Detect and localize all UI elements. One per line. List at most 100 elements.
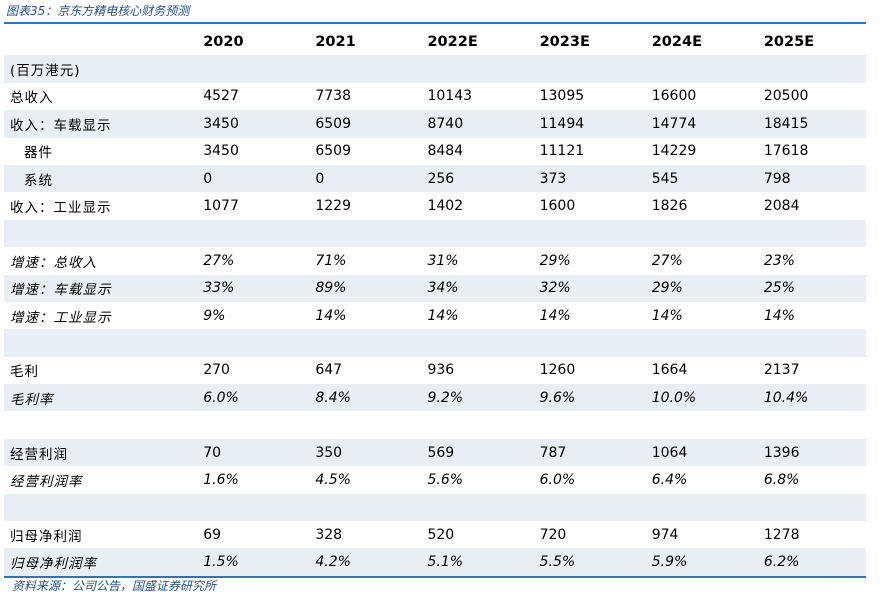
value-cell: 4527 — [203, 88, 239, 105]
table-row: 增速：总收入 27% 71% 31% 29% 27% 23% — [4, 247, 866, 274]
value-cell: 11494 — [529, 110, 642, 138]
value-cell: 545 — [641, 164, 754, 193]
value-cell: 1396 — [753, 438, 866, 467]
value-cell: 69 — [203, 526, 222, 543]
table-row: 经营利润 70 350 569 787 1064 1396 — [4, 438, 866, 467]
value-cell — [753, 55, 866, 83]
value-cell: 10143 — [427, 88, 473, 105]
row-label: 增速：总收入 — [10, 254, 97, 271]
value-cell — [642, 411, 754, 438]
table-row: 增速：工业显示 9% 14% 14% 14% 14% 14% — [4, 302, 866, 329]
value-cell: 10.0% — [641, 384, 754, 412]
header-row: 2020 2021 2022E 2023E 2024E 2025E — [4, 28, 866, 55]
value-cell: 17618 — [763, 143, 809, 160]
value-cell: 5.5% — [529, 548, 642, 576]
value-cell — [529, 329, 642, 357]
row-label: 总收入 — [10, 90, 54, 107]
table-row — [4, 493, 866, 522]
row-label — [4, 329, 194, 357]
value-cell: 8.4% — [305, 384, 418, 412]
value-cell: 569 — [417, 438, 530, 467]
value-cell — [417, 219, 530, 248]
value-cell: 23% — [763, 252, 795, 269]
value-cell — [753, 329, 866, 357]
value-cell: 5.9% — [641, 548, 754, 576]
value-cell — [641, 493, 754, 522]
value-cell: 3450 — [203, 143, 239, 160]
value-cell: 5.6% — [427, 471, 464, 488]
value-cell — [529, 493, 642, 522]
row-label — [4, 493, 194, 522]
row-label — [4, 219, 194, 248]
value-cell — [193, 329, 306, 357]
table-row: 总收入 4527 7738 10143 13095 16600 20500 — [4, 83, 866, 110]
value-cell: 10.4% — [753, 384, 866, 412]
header-cell-2022e: 2022E — [427, 33, 478, 50]
row-label: 增速：车载显示 — [4, 274, 194, 302]
value-cell: 0 — [193, 164, 306, 193]
table-row: 收入：工业显示 1077 1229 1402 1600 1826 2084 — [4, 192, 866, 219]
row-label: 归母净利润率 — [4, 548, 194, 576]
value-cell: 3450 — [193, 110, 306, 138]
value-cell — [417, 411, 529, 438]
value-cell — [529, 219, 642, 248]
value-cell: 974 — [651, 526, 679, 543]
value-cell: 0 — [305, 164, 418, 193]
value-cell: 1278 — [763, 526, 800, 543]
value-cell: 1229 — [315, 198, 351, 215]
value-cell: 2137 — [763, 362, 800, 379]
value-cell: 89% — [305, 274, 418, 302]
value-cell: 520 — [427, 526, 455, 543]
value-cell: 34% — [417, 274, 530, 302]
table-row: 器件 3450 6509 8484 11121 14229 17618 — [4, 138, 866, 165]
value-cell — [417, 329, 530, 357]
value-cell: 373 — [529, 164, 642, 193]
value-cell — [529, 55, 642, 83]
value-cell: 350 — [305, 438, 418, 467]
value-cell: 14774 — [641, 110, 754, 138]
value-cell: 14% — [315, 307, 347, 324]
value-cell: 6509 — [315, 143, 351, 160]
value-cell: 5.1% — [417, 548, 530, 576]
value-cell: 6509 — [305, 110, 418, 138]
value-cell — [305, 493, 418, 522]
value-cell: 328 — [315, 526, 343, 543]
row-label: 收入：车载显示 — [4, 110, 194, 138]
value-cell: 9.2% — [417, 384, 530, 412]
value-cell — [193, 219, 306, 248]
value-cell: 13095 — [539, 88, 585, 105]
table-row: 系统 0 0 256 373 545 798 — [4, 164, 866, 193]
value-cell: 16600 — [651, 88, 697, 105]
value-cell: 11121 — [539, 143, 585, 160]
value-cell — [305, 55, 418, 83]
value-cell: 70 — [193, 438, 306, 467]
table-row: 归母净利润 69 328 520 720 974 1278 — [4, 521, 866, 548]
header-cell-2023e: 2023E — [539, 33, 590, 50]
value-cell — [753, 219, 866, 248]
table-row — [4, 329, 866, 357]
value-cell: 1260 — [539, 362, 576, 379]
value-cell: 27% — [203, 252, 235, 269]
value-cell: 787 — [529, 438, 642, 467]
row-label: 经营利润率 — [10, 473, 83, 490]
row-label: (百万港元) — [4, 55, 194, 83]
figure-caption: 图表35：京东方精电核心财务预测 — [6, 4, 190, 18]
value-cell: 9.6% — [529, 384, 642, 412]
value-cell: 1600 — [539, 198, 576, 215]
row-label: 收入：工业显示 — [10, 200, 112, 217]
value-cell: 14229 — [651, 143, 697, 160]
value-cell — [641, 55, 754, 83]
value-cell: 1064 — [641, 438, 754, 467]
value-cell: 798 — [753, 164, 866, 193]
value-cell — [305, 329, 418, 357]
value-cell: 720 — [539, 526, 567, 543]
row-label: 系统 — [4, 164, 194, 193]
value-cell: 2084 — [763, 198, 800, 215]
value-cell — [193, 493, 306, 522]
row-label: 器件 — [24, 145, 53, 162]
value-cell: 1402 — [427, 198, 464, 215]
table-body: (百万港元) 总收入 4527 7738 10143 13095 16600 20500 收入：… — [4, 55, 866, 576]
row-label: 增速：工业显示 — [10, 309, 112, 326]
table-row: 归母净利润率 1.5% 4.2% 5.1% 5.5% 5.9% 6.2% — [4, 548, 866, 576]
header-cell-2024e: 2024E — [651, 33, 702, 50]
